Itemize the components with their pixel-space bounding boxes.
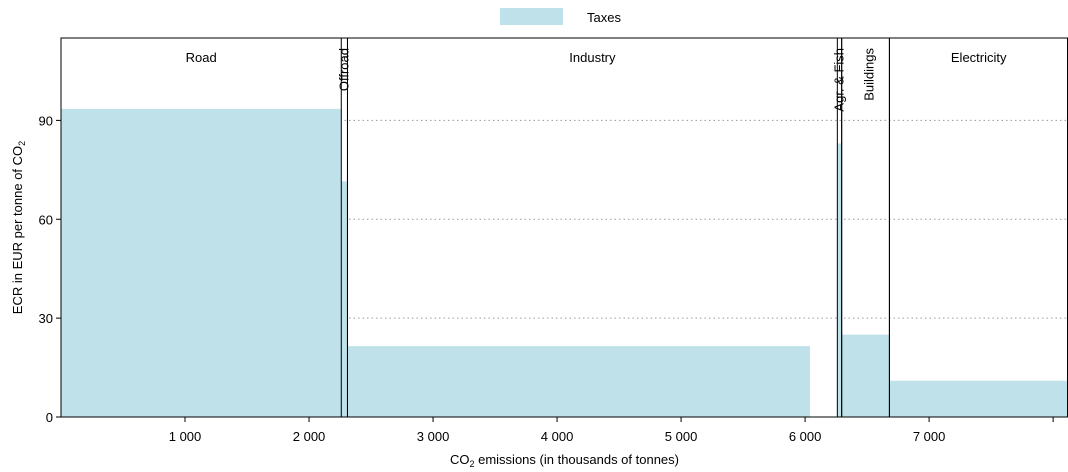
- sector-label-5: Electricity: [951, 50, 1007, 65]
- bar-0-5: [841, 334, 890, 417]
- x-tick-label-2: 3 000: [417, 429, 450, 444]
- bar-0-4: [837, 143, 842, 417]
- bar-0-1: [341, 181, 348, 417]
- y-axis-title: ECR in EUR per tonne of CO2: [10, 141, 27, 314]
- x-tick-label-6: 7 000: [913, 429, 946, 444]
- bars: [61, 108, 1068, 418]
- sector-label-1: Offroad: [336, 48, 351, 91]
- x-axis-title-subscript: 2: [469, 459, 474, 469]
- legend-label-0: Taxes: [587, 10, 621, 25]
- y-tick-label-2: 60: [39, 212, 53, 227]
- bar-0-2: [347, 346, 811, 417]
- bar-0-6: [889, 380, 1068, 417]
- y-axis: 0 30 60 90: [39, 113, 61, 425]
- x-axis: 1 000 2 000 3 000 4 000 5 000 6 000 7 000: [169, 417, 1054, 444]
- sector-dividers: [340, 38, 890, 417]
- bar-0-0: [61, 108, 342, 418]
- sector-label-0: Road: [186, 50, 217, 65]
- sector-label-4: Buildings: [862, 48, 877, 101]
- legend-swatch-0: [500, 8, 563, 25]
- x-tick-label-3: 4 000: [541, 429, 574, 444]
- x-axis-title: CO2 emissions (in thousands of tonnes): [450, 452, 679, 469]
- y-axis-title-subscript: 2: [17, 141, 27, 146]
- x-tick-label-0: 1 000: [169, 429, 202, 444]
- x-tick-label-1: 2 000: [293, 429, 326, 444]
- y-tick-label-3: 90: [39, 113, 53, 128]
- x-axis-title-main: emissions (in thousands of tonnes): [475, 452, 680, 467]
- x-tick-label-4: 5 000: [665, 429, 698, 444]
- x-axis-title-co: CO: [450, 452, 470, 467]
- x-tick-label-5: 6 000: [789, 429, 822, 444]
- sector-label-3: Agr. & Fish: [832, 48, 847, 112]
- y-tick-label-0: 0: [46, 410, 53, 425]
- y-tick-label-1: 30: [39, 311, 53, 326]
- sector-labels: Road Offroad Industry Agr. & Fish Buildings E…: [186, 48, 1007, 112]
- legend: Taxes: [500, 8, 621, 25]
- y-axis-title-main: ECR in EUR per tonne of CO: [10, 146, 25, 314]
- sector-label-2: Industry: [569, 50, 616, 65]
